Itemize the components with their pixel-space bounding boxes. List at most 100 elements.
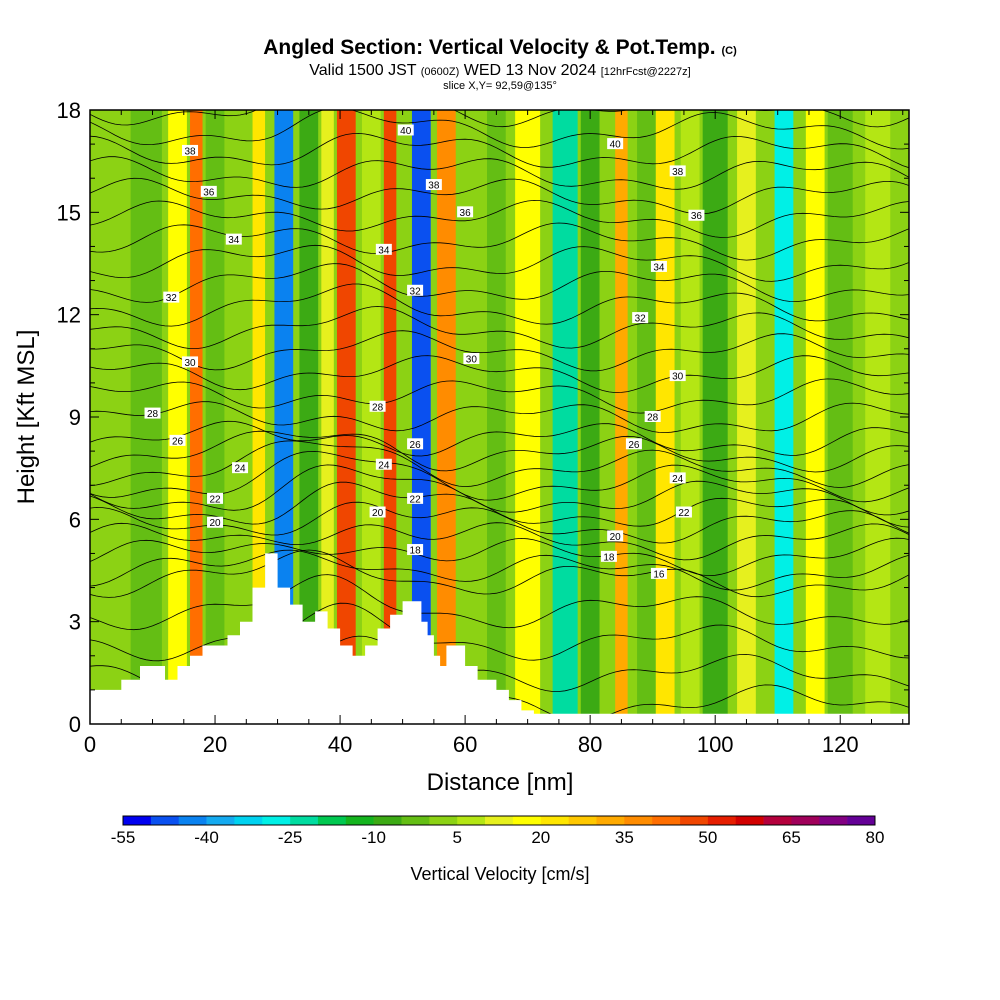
velocity-column-14 <box>436 110 456 724</box>
colorbar-swatch-1 <box>150 816 179 825</box>
svg-text:28: 28 <box>147 409 159 420</box>
isentrope-label-29: 20 <box>207 516 224 529</box>
isentrope-20 <box>90 501 909 544</box>
isentrope-label-1: 40 <box>607 138 624 151</box>
svg-text:20: 20 <box>209 518 221 529</box>
isentrope-14 <box>90 602 909 662</box>
velocity-column-3 <box>190 110 203 724</box>
isentrope-label-7: 36 <box>688 209 705 222</box>
svg-text:24: 24 <box>672 474 684 485</box>
isentrope-label-5: 36 <box>200 185 217 198</box>
svg-text:26: 26 <box>628 440 640 451</box>
svg-text:32: 32 <box>410 286 422 297</box>
isentrope-29 <box>90 355 909 394</box>
colorbar-tick-labels: -55 -40 -25 -10 5 20 35 50 65 80 <box>111 828 885 847</box>
colorbar-swatch-23 <box>763 816 792 825</box>
isentrope-label-13: 32 <box>632 312 649 325</box>
y-tick-6: 6 <box>69 507 81 532</box>
isentrope-32 <box>90 283 909 327</box>
isentrope-label-22: 26 <box>625 438 642 451</box>
svg-text:36: 36 <box>203 187 215 198</box>
isentrope-18 <box>90 537 909 577</box>
isentrope-label-26: 22 <box>207 492 224 505</box>
svg-text:20: 20 <box>610 532 622 543</box>
isentrope-16 <box>90 549 909 598</box>
velocity-column-25 <box>737 110 756 724</box>
y-tick-3: 3 <box>69 610 81 635</box>
velocity-column-24 <box>702 110 728 724</box>
isentrope-label-24: 24 <box>375 458 392 471</box>
colorbar-swatch-25 <box>819 816 848 825</box>
forecast-info: [12hrFcst@2227z] <box>600 66 691 78</box>
isentrope-25 <box>90 430 909 473</box>
isentrope-label-17: 28 <box>144 407 161 420</box>
colorbar-swatch-14 <box>512 816 542 825</box>
terrain <box>90 553 909 724</box>
velocity-column-10 <box>336 110 356 724</box>
colorbar-swatch-2 <box>178 816 207 825</box>
velocity-column-4 <box>205 110 225 724</box>
velocity-column-0 <box>102 110 128 724</box>
colorbar-label-1: -40 <box>194 828 219 847</box>
colorbar-label-3: -10 <box>361 828 386 847</box>
colorbar-swatch-22 <box>735 816 764 825</box>
isentrope-label-20: 26 <box>169 434 186 447</box>
isentrope-label-32: 18 <box>407 544 424 557</box>
y-tick-15: 15 <box>57 200 81 225</box>
velocity-column-20 <box>615 110 628 724</box>
colorbar-swatch-9 <box>373 816 402 825</box>
velocity-column-26 <box>774 110 794 724</box>
x-tick-120: 120 <box>822 732 859 757</box>
velocity-column-15 <box>461 110 481 724</box>
svg-text:38: 38 <box>184 146 196 157</box>
valid-prefix: Valid 1500 JST <box>309 62 417 79</box>
colorbar-swatch-24 <box>791 816 820 825</box>
velocity-column-16 <box>486 110 506 724</box>
svg-text:30: 30 <box>466 355 478 366</box>
velocity-column-27 <box>805 110 825 724</box>
colorbar-label-0: -55 <box>111 828 136 847</box>
isentrope-label-16: 30 <box>669 370 686 383</box>
y-tick-0: 0 <box>69 712 81 737</box>
svg-text:24: 24 <box>234 464 246 475</box>
x-tick-40: 40 <box>328 732 352 757</box>
velocity-column-12 <box>383 110 397 724</box>
colorbar-label-6: 35 <box>615 828 634 847</box>
colorbar-label-8: 65 <box>782 828 801 847</box>
colorbar-label-7: 50 <box>698 828 717 847</box>
svg-text:24: 24 <box>378 460 390 471</box>
velocity-column-19 <box>580 110 600 724</box>
colorbar-title: Vertical Velocity [cm/s] <box>410 864 589 884</box>
isentrope-23 <box>90 450 909 503</box>
colorbar-swatch-6 <box>290 816 319 825</box>
axis-ticks <box>89 109 909 725</box>
colorbar-swatch-20 <box>680 816 709 825</box>
svg-text:30: 30 <box>672 372 684 383</box>
colorbar-swatch-15 <box>540 816 569 825</box>
svg-text:40: 40 <box>400 126 412 137</box>
colorbar-swatch-21 <box>707 816 737 825</box>
colorbar-swatch-13 <box>485 816 514 825</box>
svg-text:38: 38 <box>672 167 684 178</box>
colorbar-swatch-12 <box>457 816 486 825</box>
terrain-mask <box>90 553 909 724</box>
isentrope-31 <box>90 306 909 349</box>
plot-area: 40 40 38 38 38 36 36 36 34 34 34 32 32 32 30 30 30 28 28 28… <box>90 110 909 724</box>
colorbar <box>122 815 876 826</box>
isentrope-17 <box>90 549 909 591</box>
y-tick-12: 12 <box>57 303 81 328</box>
colorbar-swatch-4 <box>234 816 263 825</box>
isentrope-30 <box>90 330 909 372</box>
isentrope-label-12: 32 <box>407 284 424 297</box>
colorbar-swatch-7 <box>317 816 347 825</box>
isentrope-22 <box>90 464 909 516</box>
y-tick-labels: 0 3 6 9 12 15 18 <box>57 98 81 737</box>
chart-title-text: Angled Section: Vertical Velocity & Pot.… <box>263 36 716 59</box>
svg-text:28: 28 <box>647 413 659 424</box>
svg-text:26: 26 <box>172 436 184 447</box>
isentrope-label-23: 24 <box>232 462 249 475</box>
velocity-column-7 <box>274 110 294 724</box>
x-tick-0: 0 <box>84 732 96 757</box>
colorbar-frame <box>122 815 876 826</box>
